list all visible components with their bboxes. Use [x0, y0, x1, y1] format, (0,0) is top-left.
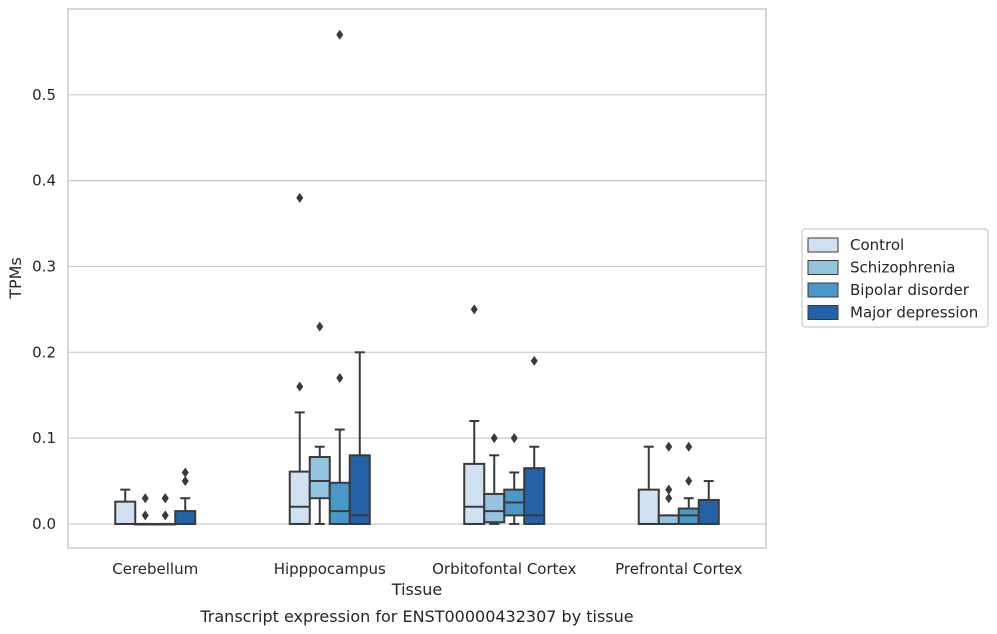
box-2	[503, 433, 526, 525]
outlier-point-1	[336, 29, 344, 40]
y-tick-label-2: 0.2	[32, 343, 56, 361]
box-3	[637, 445, 660, 525]
box-series-layer	[114, 29, 720, 526]
outlier-point-0	[470, 304, 478, 315]
outlier-point-1	[141, 493, 149, 504]
outlier-point-0	[316, 321, 324, 332]
legend-frame	[801, 228, 989, 328]
legend-swatch-1	[807, 260, 839, 275]
box-1	[308, 321, 331, 525]
y-tick-label-0: 0.0	[32, 515, 56, 533]
box-0	[134, 493, 157, 526]
box-body	[637, 488, 660, 525]
box-0	[114, 488, 137, 525]
box-2	[483, 433, 506, 525]
legend-swatch-2	[807, 282, 839, 298]
outlier-point-0	[530, 355, 538, 366]
outlier-point-0	[685, 476, 693, 487]
outlier-point-0	[336, 373, 344, 384]
box-3	[697, 480, 720, 525]
box-body	[657, 514, 680, 525]
plot-area-frame	[67, 8, 767, 549]
y-tick-label-5: 0.5	[32, 86, 56, 104]
y-tick-label-1: 0.1	[32, 429, 56, 447]
y-tick-label-3: 0.3	[32, 257, 56, 275]
box-2	[523, 355, 546, 525]
outlier-point-1	[296, 192, 304, 203]
box-2	[463, 304, 486, 525]
box-body	[288, 470, 311, 525]
outlier-point-0	[490, 433, 498, 444]
outlier-point-0	[141, 510, 149, 521]
box-0	[174, 467, 197, 525]
box-body	[114, 500, 137, 525]
x-tick-label-2: Orbitofontal Cortex	[432, 560, 576, 578]
box-body	[308, 456, 331, 500]
legend-label-2: Bipolar disorder	[850, 281, 970, 299]
x-tick-label-1: Hipppocampus	[274, 560, 386, 578]
y-axis-ticks: 0.0 0.1 0.2 0.3 0.4 0.5	[32, 86, 56, 533]
y-tick-label-4: 0.4	[32, 172, 56, 190]
legend: Control Schizophrenia Bipolar disorder Majo…	[801, 228, 989, 328]
legend-label-0: Control	[850, 236, 904, 254]
outlier-point-0	[161, 510, 169, 521]
series-major-depression	[174, 351, 720, 525]
outlier-point-2	[665, 441, 673, 452]
box-3	[657, 441, 680, 525]
box-0	[154, 493, 177, 526]
legend-swatch-0	[807, 237, 839, 253]
box-body	[697, 498, 720, 525]
outlier-point-0	[665, 493, 673, 504]
box-body	[523, 467, 546, 525]
series-control	[114, 192, 660, 525]
legend-swatch-3	[807, 305, 839, 320]
box-body	[174, 510, 197, 525]
legend-label-3: Major depression	[850, 304, 978, 322]
outlier-point-1	[181, 467, 189, 478]
box-body	[463, 462, 486, 525]
gridlines	[68, 94, 766, 525]
outlier-point-2	[161, 493, 169, 504]
y-axis-label: TPMs	[6, 257, 25, 300]
legend-label-1: Schizophrenia	[850, 259, 955, 277]
x-tick-label-0: Cerebellum	[112, 560, 198, 578]
box-1	[328, 29, 351, 525]
outlier-point-0	[181, 476, 189, 487]
outlier-point-0	[510, 433, 518, 444]
box-1	[288, 192, 311, 525]
series-bipolar-disorder	[154, 29, 700, 526]
outlier-point-1	[685, 441, 693, 452]
x-axis-label: Tissue	[391, 580, 442, 599]
outlier-point-1	[665, 484, 673, 495]
outlier-point-0	[296, 381, 304, 392]
box-3	[677, 441, 700, 525]
x-tick-label-3: Prefrontal Cortex	[615, 560, 742, 578]
box-body	[483, 492, 506, 524]
box-body	[328, 481, 351, 525]
box-1	[348, 351, 371, 525]
chart-caption: Transcript expression for ENST0000043230…	[199, 607, 633, 626]
series-schizophrenia	[134, 321, 680, 526]
x-axis-ticks: Cerebellum Hipppocampus Orbitofontal Corte…	[112, 560, 742, 578]
box-body	[348, 454, 371, 525]
